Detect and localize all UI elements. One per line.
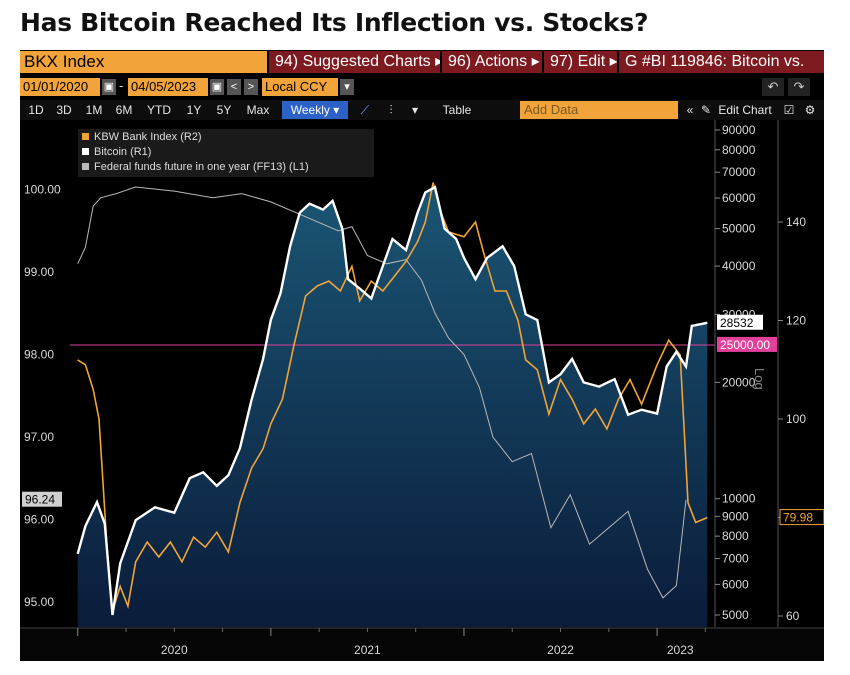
bitcoin-axis-tick-label: 90000 — [722, 123, 756, 137]
kbw-axis-tick-label: 120 — [786, 314, 806, 328]
chart-legend: KBW Bank Index (R2) Bitcoin (R1) Federal… — [78, 129, 374, 177]
ticker-field[interactable]: BKX Index — [20, 51, 267, 73]
left-axis-tick-label: 99.00 — [24, 265, 54, 279]
kbw-axis-tick-label: 140 — [786, 215, 806, 229]
chart-area: 100.00 99.00 98.00 97.00 96.00 95.00 90000 8000… — [20, 120, 824, 661]
left-axis-tick-label: 95.00 — [24, 595, 54, 609]
page-headline: Has Bitcoin Reached Its Inflection vs. S… — [20, 8, 649, 37]
bitcoin-axis-tick-label: 10000 — [722, 492, 756, 506]
kbw-axis-tick-label: 100 — [786, 412, 806, 426]
bitcoin-axis-tick-label: 9000 — [722, 509, 749, 523]
range-5y-button[interactable]: 5Y — [216, 103, 232, 117]
legend-item-fedfunds: Federal funds future in one year (FF13) … — [82, 161, 309, 173]
prev-arrow-icon[interactable]: < — [227, 79, 241, 95]
chevron-down-icon[interactable]: ▾ — [340, 79, 354, 95]
series-line-bitcoin — [76, 185, 708, 616]
kbw-axis-tick-label: 60 — [786, 609, 800, 623]
bitcoin-axis-tick-label: 40000 — [722, 259, 756, 273]
bitcoin-axis-tick-label: 5000 — [722, 608, 749, 622]
calendar-icon[interactable]: ▣ — [210, 79, 224, 95]
x-axis-band — [20, 628, 824, 661]
range-ytd-button[interactable]: YTD — [147, 103, 171, 117]
kbw-last-value-badge-text: 79.98 — [783, 511, 813, 525]
bitcoin-last-value-badge-text: 28532 — [720, 316, 754, 330]
currency-select[interactable]: Local CCY — [262, 78, 338, 96]
line-chart-icon[interactable]: ⟋ — [360, 103, 370, 117]
bitcoin-axis-tick-label: 50000 — [722, 222, 756, 236]
kbw-last-value-badge: 79.98 — [780, 509, 824, 525]
legend-swatch — [82, 163, 89, 170]
toolbar-row-ranges: 1D 3D 1M 6M YTD 1Y 5Y Max Weekly ▾ ⟋ ⫶ ▾… — [20, 100, 824, 120]
edit-chart-button[interactable]: Edit Chart — [718, 103, 772, 117]
collapse-icon[interactable]: « — [686, 103, 694, 117]
pencil-icon[interactable]: ✎ — [700, 103, 712, 117]
reference-value-badge: 25000.00 — [717, 336, 777, 352]
fedfunds-last-value-badge: 96.24 — [22, 491, 62, 507]
left-axis-tick-label: 100.00 — [24, 183, 61, 197]
series-line-fedfunds — [77, 186, 687, 599]
bitcoin-axis-tick-label: 80000 — [722, 143, 756, 157]
bitcoin-axis-tick-label: 7000 — [722, 552, 749, 566]
chart-title-tab[interactable]: G #BI 119846: Bitcoin vs. — [619, 51, 824, 73]
series-line-kbw — [77, 182, 708, 612]
actions-button[interactable]: 96) Actions ▸ — [442, 51, 542, 73]
frequency-select[interactable]: Weekly ▾ — [282, 101, 348, 119]
bitcoin-last-value-badge: 28532 — [717, 314, 763, 330]
bitcoin-last-value-badge-bg — [717, 314, 763, 330]
range-1y-button[interactable]: 1Y — [186, 103, 202, 117]
range-max-button[interactable]: Max — [246, 103, 270, 117]
bar-chart-icon[interactable]: ⫶ — [389, 103, 393, 117]
range-3d-button[interactable]: 3D — [56, 103, 72, 117]
range-6m-button[interactable]: 6M — [115, 103, 133, 117]
toolbar-row-dates: 01/01/2020 ▣ - 04/05/2023 ▣ < > Local CC… — [20, 77, 824, 97]
calendar-icon[interactable]: ▣ — [102, 79, 116, 95]
legend-swatch — [82, 148, 89, 155]
range-1m-button[interactable]: 1M — [85, 103, 103, 117]
bitcoin-axis-tick-label: 60000 — [722, 191, 756, 205]
x-axis-tick-label: 2021 — [354, 643, 381, 657]
left-axis-tick-label: 98.00 — [24, 348, 54, 362]
range-1d-button[interactable]: 1D — [28, 103, 44, 117]
reference-value-badge-text: 25000.00 — [720, 338, 770, 352]
legend-label: Bitcoin (R1) — [94, 146, 152, 158]
bitcoin-axis-tick-label: 6000 — [722, 577, 749, 591]
reference-value-badge-bg — [717, 336, 777, 352]
toolbar-row-main: BKX Index 94) Suggested Charts ▸ 96) Act… — [20, 50, 824, 74]
legend-item-kbw: KBW Bank Index (R2) — [82, 131, 202, 143]
bitcoin-axis-tick-label: 20000 — [722, 375, 756, 389]
x-axis-tick-label: 2020 — [161, 643, 188, 657]
edit-button[interactable]: 97) Edit ▸ — [544, 51, 617, 73]
legend-item-bitcoin: Bitcoin (R1) — [82, 146, 151, 158]
undo-icon[interactable]: ↶ — [762, 78, 784, 96]
table-button[interactable]: Table — [442, 103, 472, 117]
end-date-field[interactable]: 04/05/2023 — [128, 78, 208, 96]
add-data-input[interactable]: Add Data — [520, 101, 678, 119]
redo-icon[interactable]: ↷ — [788, 78, 810, 96]
bitcoin-axis-tick-label: 70000 — [722, 165, 756, 179]
x-axis-tick-label: 2023 — [667, 643, 694, 657]
log-scale-label: Log — [752, 368, 767, 390]
legend-label: KBW Bank Index (R2) — [94, 131, 202, 143]
left-axis-tick-label: 96.00 — [24, 513, 54, 527]
bitcoin-area-fill — [77, 187, 708, 627]
fedfunds-last-value-badge-text: 96.24 — [25, 493, 55, 507]
next-arrow-icon[interactable]: > — [244, 79, 258, 95]
date-separator: - — [119, 78, 124, 93]
gear-icon[interactable]: ⚙ — [804, 103, 816, 117]
checkbox-icon[interactable]: ☑ — [783, 103, 795, 117]
bloomberg-terminal: BKX Index 94) Suggested Charts ▸ 96) Act… — [20, 50, 824, 661]
start-date-field[interactable]: 01/01/2020 — [20, 78, 100, 96]
legend-label: Federal funds future in one year (FF13) … — [94, 161, 309, 173]
legend-swatch — [82, 133, 89, 140]
x-axis-tick-label: 2022 — [547, 643, 574, 657]
kbw-last-value-badge-bg — [780, 509, 824, 525]
suggested-charts-button[interactable]: 94) Suggested Charts ▸ — [269, 51, 440, 73]
bitcoin-axis-tick-label: 8000 — [722, 529, 749, 543]
kbw-badge-border — [779, 509, 824, 526]
fedfunds-last-value-badge-bg — [22, 491, 62, 507]
left-axis-tick-label: 97.00 — [24, 430, 54, 444]
chevron-down-icon[interactable]: ▾ — [411, 103, 419, 117]
